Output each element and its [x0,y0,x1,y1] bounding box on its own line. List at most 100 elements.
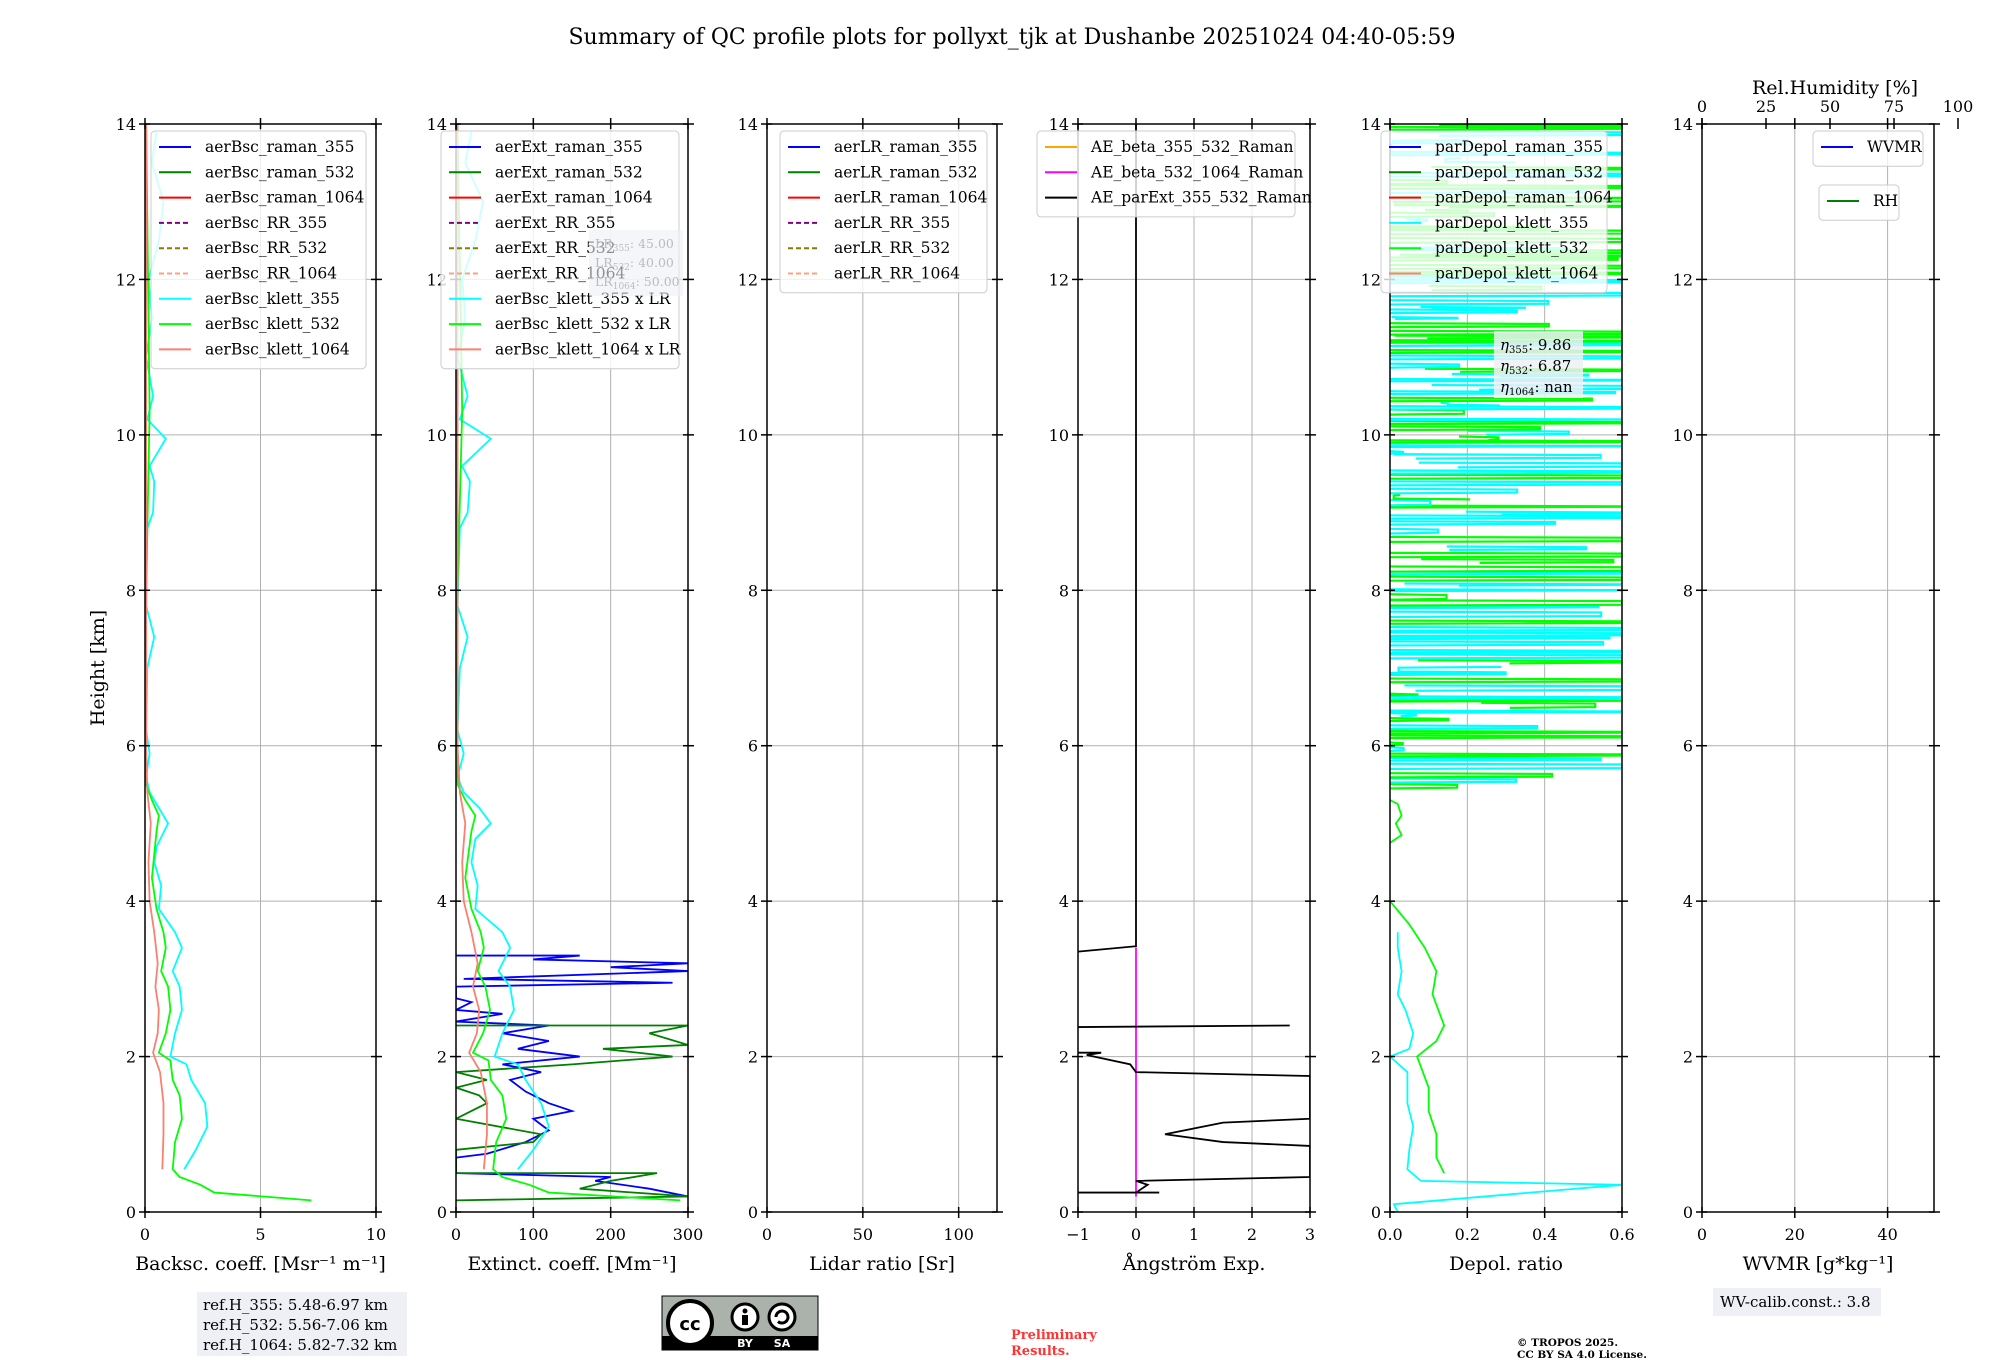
depol-noise-trace [1392,493,1471,501]
x-axis-label: Backsc. coeff. [Msr⁻¹ m⁻¹] [135,1253,386,1275]
y-tick-label: 4 [1683,892,1693,911]
x-axis-label: Extinct. coeff. [Mm⁻¹] [467,1253,676,1275]
y-tick-label: 4 [437,892,447,911]
depol-noise-trace [1465,510,1622,516]
depol-noise-trace [1390,729,1622,735]
x-tick-label: 40 [1877,1225,1897,1244]
legend-rh: RH [1818,184,1900,221]
depol-noise-trace [1390,444,1622,449]
depol-noise-trace [1390,588,1622,593]
depol-noise-trace [1418,461,1622,469]
legend-entry-label: aerLR_raman_1064 [834,189,987,207]
depol-noise-trace [1390,308,1518,315]
y-tick-label: 2 [1683,1048,1693,1067]
legend-entry-label: aerBsc_klett_355 [205,290,340,308]
y-tick-label: 2 [1059,1048,1069,1067]
sa-share-alike-icon [767,1302,797,1332]
legend: parDepol_raman_355 parDepol_raman_532 parD… [1380,130,1613,294]
depol-noise-trace [1390,671,1507,677]
depol-noise-trace [1390,782,1459,790]
legend-entry-label: aerBsc_klett_1064 [205,340,350,358]
x-tick-label: 50 [853,1225,873,1244]
depol-noise-trace [1390,565,1622,573]
legend-entry-label: parDepol_raman_355 [1435,138,1603,156]
series-aerBsc_klett_532_x_LR [456,124,681,1202]
depol-noise-trace [1390,299,1550,306]
y-tick-label: 8 [437,581,447,600]
grid [1701,123,1934,1213]
top-x-tick-label: 75 [1884,97,1904,116]
depol-noise-trace [1390,635,1611,641]
legend-entry-label: parDepol_raman_532 [1435,163,1603,181]
y-tick-label: 10 [1049,426,1069,445]
y-tick-label: 10 [738,426,758,445]
y-tick-label: 10 [1673,426,1693,445]
depol-noise-trace [1390,741,1404,747]
legend-entry-label: aerBsc_RR_1064 [205,265,337,283]
depol-noise-trace [1390,480,1622,487]
legend-entry-label: aerLR_RR_1064 [834,265,960,283]
depol-noise-trace [1458,435,1500,442]
legend-entry-label: RH [1873,192,1898,210]
eta-annotation-line: η355: 9.86 [1500,336,1571,356]
legend-entry-label: AE_parExt_355_532_Raman [1090,189,1312,207]
depol-noise-trace [1390,499,1432,507]
legend: aerLR_raman_355 aerLR_raman_532 aerLR_rama… [779,130,988,294]
series-segment [1078,1024,1290,1028]
x-tick-label: 100 [518,1225,549,1244]
legend-entry-label: parDepol_klett_355 [1435,214,1588,232]
x-tick-label: 300 [673,1225,704,1244]
legend: aerExt_raman_355 aerExt_raman_532 aerExt_r… [440,130,682,370]
wv-calib-text: WV-calib.const.: 3.8 [1720,1293,1871,1311]
depol-noise-trace [1390,619,1622,625]
depol-noise-trace [1390,405,1622,411]
legend-entry-label: aerExt_RR_532 [495,239,616,257]
series-aerBsc_klett_1064_x_LR [456,124,488,1170]
preliminary-label-line1: Preliminary [1011,1328,1097,1343]
y-tick-label: 2 [126,1048,136,1067]
top-x-tick-label: 50 [1820,97,1840,116]
y-axis-label: Height [km] [87,610,109,726]
legend-entry-label: parDepol_klett_532 [1435,239,1588,257]
legend-entry-label: aerExt_raman_355 [495,138,643,156]
depol-noise-trace [1390,449,1405,455]
depol-noise-trace [1439,124,1622,128]
legend: AE_beta_355_532_Raman AE_beta_532_1064_Ra… [1036,130,1312,218]
depol-noise-trace [1420,305,1527,310]
y-tick-label: 6 [1059,737,1069,756]
cc-icon-text: cc [679,1314,700,1335]
depol-noise-trace [1390,756,1602,762]
cc-license-badge[interactable]: cc BY SA [661,1295,819,1351]
depol-noise-trace [1390,362,1461,369]
by-icon-head [742,1308,748,1314]
y-tick-label: 14 [1361,115,1381,134]
depol-noise-trace [1390,610,1603,619]
series-line [1390,932,1622,1212]
x-tick-label: 2 [1247,1225,1257,1244]
plot-area [1078,124,1310,1197]
axes-frame [1389,123,1623,1213]
depol-noise-trace [1467,429,1570,436]
y-tick-label: 12 [1049,270,1069,289]
series-line [1078,1051,1310,1194]
plot-area [145,124,312,1202]
legend-entry-label: aerLR_RR_532 [834,239,950,257]
x-tick-label: 0 [1697,1225,1707,1244]
series-line [456,124,488,1170]
panel-lidar_ratio: 0 50 100 0 2 4 6 8 10 12 14 Lidar ratio [Sr] aerLR_r… [738,115,1003,1275]
x-tick-label: 0 [1131,1225,1141,1244]
series-segment [1390,799,1403,844]
y-tick-label: 4 [748,892,758,911]
depol-noise-trace [1393,453,1602,460]
eta-annotation-line: η532: 6.87 [1500,357,1571,377]
wv-calib-box: WV-calib.const.: 3.8 [1713,1288,1881,1316]
legend-entry-label: parDepol_raman_1064 [1435,189,1613,207]
depol-noise-trace [1390,322,1550,329]
series-line [456,124,681,1202]
depol-noise-trace [1390,439,1622,444]
lr-annotation-line: LR532: 40.00 [595,255,674,273]
y-tick-label: 2 [437,1048,447,1067]
series-line [1390,900,1446,1174]
